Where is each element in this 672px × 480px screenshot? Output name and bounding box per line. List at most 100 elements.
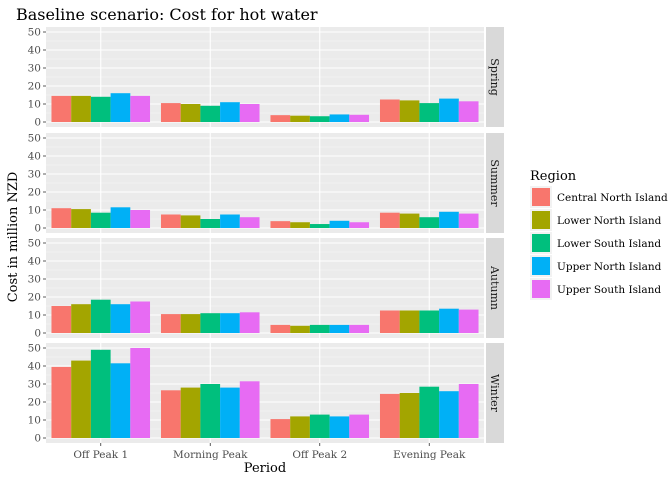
y-tick-label: 20 (28, 81, 41, 93)
legend-label: Upper North Island (557, 261, 662, 273)
bar-autumn-off-peak-1-central-north-island (51, 306, 72, 333)
legend-key-swatch (532, 211, 550, 229)
bar-winter-off-peak-2-lower-south-island (309, 414, 330, 438)
y-tick-label: 30 (28, 379, 41, 391)
bar-spring-off-peak-1-upper-south-island (130, 95, 151, 122)
bar-summer-off-peak-1-upper-north-island (110, 207, 131, 228)
x-tick-label: Evening Peak (393, 449, 466, 461)
y-tick-label: 0 (34, 433, 41, 445)
bar-autumn-evening-peak-central-north-island (379, 310, 400, 333)
bar-autumn-evening-peak-lower-south-island (419, 310, 440, 333)
bar-winter-off-peak-2-lower-north-island (290, 416, 310, 438)
bar-autumn-off-peak-2-central-north-island (270, 324, 291, 333)
facet-label-winter: Winter (488, 374, 501, 413)
bar-spring-morning-peak-lower-south-island (200, 105, 221, 122)
chart-title: Baseline scenario: Cost for hot water (16, 5, 318, 24)
y-tick-label: 50 (28, 238, 41, 250)
bar-summer-morning-peak-upper-south-island (239, 217, 260, 228)
bar-summer-off-peak-2-lower-south-island (309, 224, 330, 228)
legend: Region Central North Island Lower North I… (530, 169, 668, 300)
y-tick-label: 30 (28, 169, 41, 181)
legend-item-upper-north-island: Upper North Island (530, 255, 662, 277)
legend-label: Upper South Island (557, 284, 661, 296)
bar-winter-off-peak-1-upper-north-island (110, 363, 131, 438)
y-tick-label: 10 (28, 99, 41, 111)
bar-spring-off-peak-2-upper-north-island (329, 114, 350, 122)
bar-winter-evening-peak-upper-north-island (439, 391, 459, 438)
facet-strip (486, 133, 504, 233)
legend-label: Lower South Island (557, 238, 661, 250)
bar-winter-morning-peak-upper-south-island (239, 381, 260, 438)
bar-winter-morning-peak-upper-north-island (220, 387, 240, 438)
bar-summer-morning-peak-lower-south-island (200, 219, 221, 228)
bar-winter-off-peak-1-lower-south-island (90, 349, 111, 438)
y-axis-title: Cost in million NZD (6, 172, 21, 303)
bar-spring-evening-peak-lower-south-island (419, 103, 440, 122)
bar-autumn-morning-peak-central-north-island (160, 314, 181, 333)
bar-autumn-off-peak-2-lower-north-island (290, 325, 310, 333)
legend-item-lower-north-island: Lower North Island (530, 209, 662, 231)
facet-label-autumn: Autumn (488, 265, 501, 310)
bar-autumn-morning-peak-upper-south-island (239, 312, 260, 333)
x-tick-label: Off Peak 2 (292, 449, 347, 461)
x-tick-label: Off Peak 1 (73, 449, 128, 461)
bar-autumn-off-peak-2-upper-south-island (349, 324, 370, 333)
bar-summer-off-peak-1-lower-north-island (71, 209, 91, 228)
bar-spring-off-peak-2-lower-north-island (290, 115, 310, 122)
bar-winter-evening-peak-upper-south-island (458, 384, 479, 438)
bar-winter-off-peak-1-central-north-island (51, 366, 72, 438)
bar-winter-evening-peak-lower-south-island (419, 386, 440, 438)
bar-spring-off-peak-1-lower-north-island (71, 95, 91, 122)
panel-winter: 0 10 20 30 40 50 Winter Off Peak 1 Morning Peak O… (28, 343, 504, 461)
y-tick-label: 30 (28, 274, 41, 286)
bar-spring-morning-peak-central-north-island (160, 103, 181, 122)
y-tick-label: 40 (28, 151, 41, 163)
facet-label-spring: Spring (488, 58, 501, 95)
bar-summer-off-peak-1-upper-south-island (130, 210, 151, 228)
bar-summer-off-peak-2-upper-south-island (349, 222, 370, 228)
y-tick-label: 20 (28, 292, 41, 304)
bar-winter-evening-peak-central-north-island (379, 393, 400, 438)
bar-spring-evening-peak-lower-north-island (399, 100, 420, 122)
facet-panels: 0 10 20 30 40 50 Spring 0 10 20 30 40 50 Summer 0 10 20 3… (28, 27, 504, 461)
bar-spring-off-peak-2-upper-south-island (349, 114, 370, 122)
bar-autumn-off-peak-1-lower-south-island (90, 299, 111, 333)
y-tick-label: 30 (28, 63, 41, 75)
bar-spring-off-peak-2-central-north-island (270, 115, 291, 122)
bar-autumn-evening-peak-upper-south-island (458, 309, 479, 333)
bar-summer-off-peak-1-central-north-island (51, 208, 72, 228)
bar-summer-off-peak-2-central-north-island (270, 221, 291, 228)
legend-title: Region (530, 169, 577, 184)
y-tick-label: 40 (28, 45, 41, 57)
legend-key-swatch (532, 280, 550, 298)
bar-winter-morning-peak-lower-south-island (200, 384, 221, 438)
bar-summer-off-peak-2-lower-north-island (290, 222, 310, 228)
bar-summer-morning-peak-upper-north-island (220, 214, 240, 228)
bar-autumn-evening-peak-lower-north-island (399, 310, 420, 333)
y-tick-label: 0 (34, 223, 41, 235)
y-tick-label: 50 (28, 343, 41, 355)
bar-spring-evening-peak-central-north-island (379, 99, 400, 122)
y-tick-label: 0 (34, 328, 41, 340)
bar-autumn-evening-peak-upper-north-island (439, 308, 459, 333)
bar-winter-evening-peak-lower-north-island (399, 393, 420, 438)
panel-summer: 0 10 20 30 40 50 Summer (28, 133, 504, 235)
bar-summer-off-peak-2-upper-north-island (329, 220, 350, 228)
bar-summer-evening-peak-upper-north-island (439, 211, 459, 228)
panel-autumn: 0 10 20 30 40 50 Autumn (28, 238, 504, 340)
legend-key-swatch (532, 234, 550, 252)
bar-spring-evening-peak-upper-south-island (458, 101, 479, 122)
bar-autumn-off-peak-2-lower-south-island (309, 324, 330, 333)
bar-winter-morning-peak-lower-north-island (180, 387, 201, 438)
y-tick-label: 40 (28, 361, 41, 373)
bar-winter-off-peak-2-upper-north-island (329, 416, 350, 438)
legend-key-swatch (532, 257, 550, 275)
x-tick-label: Morning Peak (173, 449, 248, 461)
bar-winter-morning-peak-central-north-island (160, 390, 181, 438)
bar-spring-morning-peak-lower-north-island (180, 104, 201, 122)
legend-key-swatch (532, 188, 550, 206)
y-tick-label: 0 (34, 117, 41, 129)
y-tick-label: 20 (28, 187, 41, 199)
bar-spring-off-peak-2-lower-south-island (309, 116, 330, 122)
